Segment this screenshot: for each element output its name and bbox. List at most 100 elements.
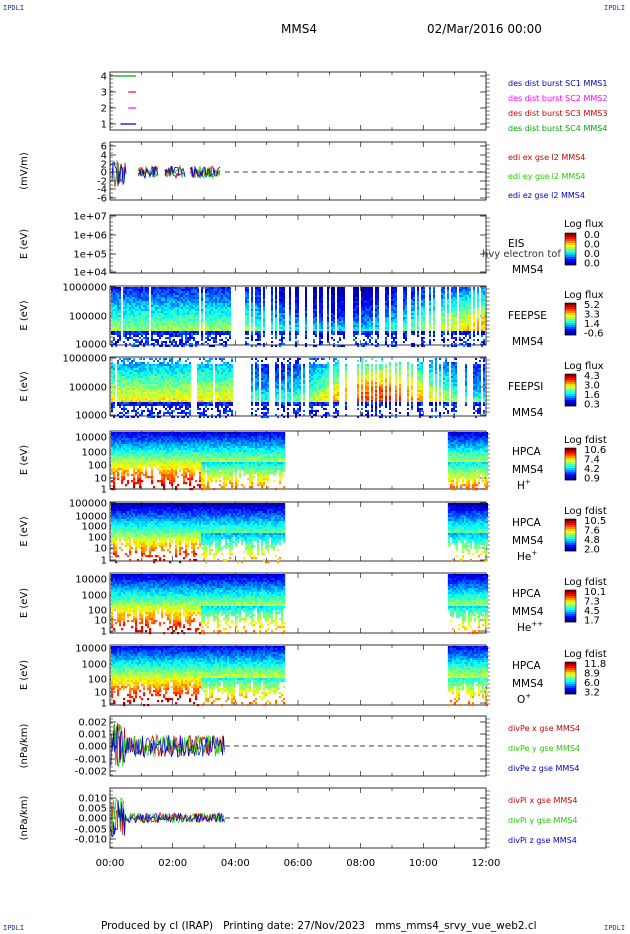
- spectrogram-cell: [133, 309, 135, 311]
- spectrogram-cell: [333, 317, 335, 319]
- spectrogram-cell: [189, 345, 191, 347]
- spectrogram-cell: [205, 289, 207, 291]
- spectrogram-cell: [319, 337, 321, 339]
- spectrogram-cell: [467, 331, 469, 333]
- spectrogram-cell: [225, 309, 227, 311]
- spectrogram-cell: [361, 307, 363, 309]
- spectrogram-cell: [169, 303, 171, 305]
- spectrogram-cell: [125, 333, 127, 335]
- spectrogram-cell: [141, 293, 143, 295]
- spectrogram-cell: [151, 309, 153, 311]
- spectrogram-cell: [191, 291, 193, 293]
- spectrogram-cell: [173, 319, 175, 321]
- spectrogram-cell: [385, 329, 387, 331]
- spectrogram-cell: [135, 289, 137, 291]
- spectrogram-cell: [423, 333, 425, 335]
- spectrogram-cell: [119, 370, 121, 372]
- spectrogram-cell: [413, 331, 415, 333]
- spectrogram-cell: [139, 394, 141, 396]
- spectrogram-cell: [361, 325, 363, 327]
- spectrogram-cell: [467, 345, 469, 347]
- spectrogram-cell: [113, 289, 115, 291]
- spectrogram-cell: [221, 301, 223, 303]
- spectrogram-cell: [117, 384, 119, 386]
- spectrogram-cell: [143, 307, 145, 309]
- colorbar-swatch: [565, 678, 576, 681]
- spectrogram-cell: [421, 311, 423, 313]
- spectrogram-cell: [135, 317, 137, 319]
- spectrogram-cell: [129, 366, 131, 368]
- spectrogram-cell: [429, 339, 431, 341]
- spectrogram-cell: [135, 384, 137, 386]
- spectrogram-cell: [135, 333, 137, 335]
- spectrogram-cell: [167, 372, 169, 374]
- spectrogram-cell: [161, 323, 163, 325]
- spectrogram-cell: [137, 313, 139, 315]
- spectrogram-cell: [137, 390, 139, 392]
- spectrogram-cell: [185, 301, 187, 303]
- spectrogram-cell: [189, 317, 191, 319]
- spectrogram-cell: [377, 303, 379, 305]
- spectrogram-cell: [393, 329, 395, 331]
- spectrogram-cell: [125, 382, 127, 384]
- spectrogram-cell: [143, 392, 145, 394]
- spectrogram-cell: [355, 343, 357, 345]
- spectrogram-cell: [423, 327, 425, 329]
- spectrogram-cell: [157, 368, 159, 370]
- spectrogram-cell: [365, 287, 367, 289]
- spectrogram-cell: [133, 305, 135, 307]
- spectrogram-cell: [131, 315, 133, 317]
- spectrogram-cell: [171, 333, 173, 335]
- spectrogram-cell: [175, 307, 177, 309]
- spectrogram-cell: [289, 315, 291, 317]
- spectrogram-cell: [123, 404, 125, 406]
- spectrogram-cell: [295, 291, 297, 293]
- spectrogram-cell: [319, 341, 321, 343]
- colorbar-swatch: [565, 541, 576, 544]
- spectrogram-cell: [185, 325, 187, 327]
- spectrogram-cell: [123, 380, 125, 382]
- spectrogram-cell: [393, 287, 395, 289]
- spectrogram-cell: [447, 299, 449, 301]
- spectrogram-cell: [179, 331, 181, 333]
- spectrogram-cell: [343, 291, 345, 293]
- spectrogram-cell: [225, 327, 227, 329]
- spectrogram-cell: [163, 297, 165, 299]
- colorbar-swatch: [565, 243, 576, 246]
- spectrogram-cell: [145, 317, 147, 319]
- spectrogram-cell: [385, 301, 387, 303]
- spectrogram-cell: [341, 299, 343, 301]
- spectrogram-cell: [421, 299, 423, 301]
- spectrogram-cell: [385, 325, 387, 327]
- spectrogram-cell: [141, 376, 143, 378]
- spectrogram-cell: [455, 329, 457, 331]
- spectrogram-cell: [123, 301, 125, 303]
- spectrogram-cell: [145, 398, 147, 400]
- spectrogram-cell: [281, 291, 283, 293]
- spectrogram-cell: [115, 301, 117, 303]
- spectrogram-cell: [447, 321, 449, 323]
- spectrogram-cell: [129, 400, 131, 402]
- colorbar-swatch: [565, 329, 576, 332]
- spectrogram-cell: [149, 414, 151, 416]
- spectrogram-cell: [201, 331, 203, 333]
- spectrogram-cell: [339, 331, 341, 333]
- spectrogram-cell: [119, 390, 121, 392]
- spectrogram-cell: [149, 394, 151, 396]
- spectrogram-cell: [133, 378, 135, 380]
- spectrogram-cell: [421, 291, 423, 293]
- spectrogram-cell: [333, 339, 335, 341]
- spectrogram-cell: [429, 335, 431, 337]
- spectrogram-cell: [207, 335, 209, 337]
- spectrogram-cell: [127, 307, 129, 309]
- spectrogram-cell: [215, 329, 217, 331]
- spectrogram-cell: [469, 295, 471, 297]
- spectrogram-cell: [255, 317, 257, 319]
- spectrogram-cell: [113, 366, 115, 368]
- spectrogram-cell: [205, 315, 207, 317]
- spectrogram-cell: [135, 414, 137, 416]
- spectrogram-cell: [159, 358, 161, 360]
- spectrogram-cell: [171, 309, 173, 311]
- spectrogram-cell: [165, 388, 167, 390]
- spectrogram-cell: [385, 303, 387, 305]
